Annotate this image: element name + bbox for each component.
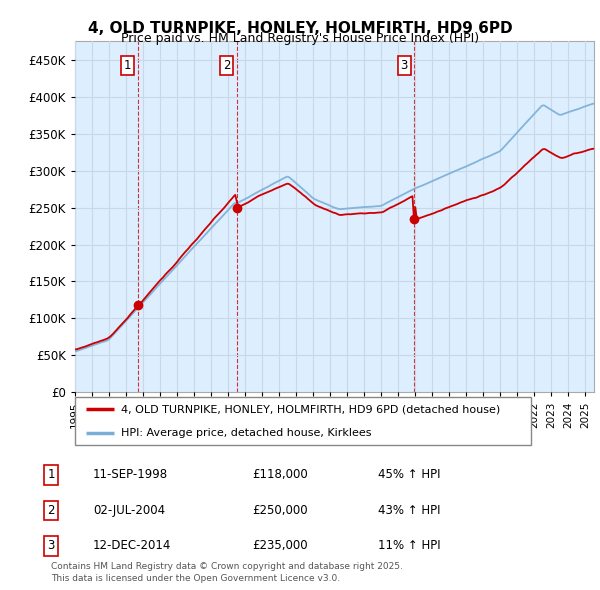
Text: 12-DEC-2014: 12-DEC-2014 — [93, 539, 172, 552]
Text: £250,000: £250,000 — [252, 504, 308, 517]
Text: HPI: Average price, detached house, Kirklees: HPI: Average price, detached house, Kirk… — [121, 428, 371, 438]
Text: 11-SEP-1998: 11-SEP-1998 — [93, 468, 168, 481]
Text: 3: 3 — [401, 60, 408, 73]
Text: 1: 1 — [47, 468, 55, 481]
Text: £235,000: £235,000 — [252, 539, 308, 552]
Text: 45% ↑ HPI: 45% ↑ HPI — [378, 468, 440, 481]
Text: 2: 2 — [223, 60, 230, 73]
Text: 43% ↑ HPI: 43% ↑ HPI — [378, 504, 440, 517]
Text: 4, OLD TURNPIKE, HONLEY, HOLMFIRTH, HD9 6PD (detached house): 4, OLD TURNPIKE, HONLEY, HOLMFIRTH, HD9 … — [121, 404, 500, 414]
Text: 11% ↑ HPI: 11% ↑ HPI — [378, 539, 440, 552]
Text: 2: 2 — [47, 504, 55, 517]
Text: 3: 3 — [47, 539, 55, 552]
Text: Price paid vs. HM Land Registry's House Price Index (HPI): Price paid vs. HM Land Registry's House … — [121, 32, 479, 45]
Text: Contains HM Land Registry data © Crown copyright and database right 2025.
This d: Contains HM Land Registry data © Crown c… — [51, 562, 403, 583]
Text: £118,000: £118,000 — [252, 468, 308, 481]
Text: 4, OLD TURNPIKE, HONLEY, HOLMFIRTH, HD9 6PD: 4, OLD TURNPIKE, HONLEY, HOLMFIRTH, HD9 … — [88, 21, 512, 35]
Text: 02-JUL-2004: 02-JUL-2004 — [93, 504, 165, 517]
Text: 1: 1 — [124, 60, 131, 73]
FancyBboxPatch shape — [75, 397, 531, 445]
